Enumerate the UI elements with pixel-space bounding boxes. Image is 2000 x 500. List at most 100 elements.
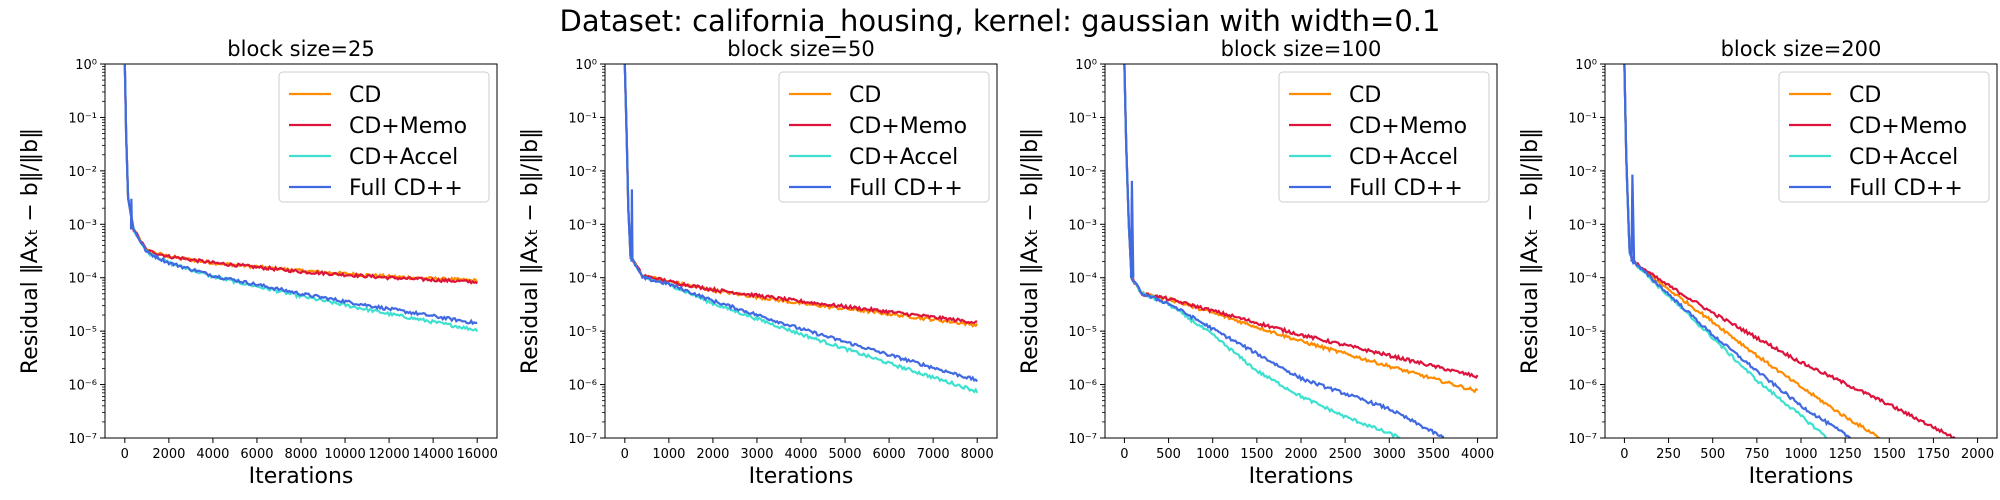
x-tick-label: 6000 [873,447,906,462]
legend-label: CD+Accel [1349,145,1458,170]
x-axis-label: Iterations [249,464,354,489]
y-tick-label: 10⁻⁶ [1068,379,1097,394]
x-tick-label: 4000 [1461,447,1494,462]
y-tick-label: 10⁻² [568,165,597,180]
x-tick-label: 14000 [412,447,453,462]
x-axis-label: Iterations [1249,464,1354,489]
series-spike [630,189,634,262]
y-tick-label: 10⁻¹ [568,111,597,126]
series-line-cd [1623,64,1881,438]
y-tick-label: 10⁻³ [1068,218,1097,233]
y-tick-label: 10⁻⁶ [568,379,597,394]
x-tick-label: 1500 [1873,447,1906,462]
y-tick-label: 10⁻⁴ [1068,272,1097,287]
series-spike [1630,174,1636,262]
legend [1778,71,1990,203]
panel-title: block size=25 [227,37,374,61]
legend-label: CD [1349,83,1381,108]
legend-label: CD+Memo [1349,114,1467,139]
x-tick-label: 0 [1120,447,1128,462]
legend [278,71,490,203]
x-tick-label: 12000 [368,447,409,462]
y-tick-label: 10⁻¹ [1068,111,1097,126]
x-tick-label: 0 [621,447,629,462]
x-tick-label: 500 [1156,447,1181,462]
y-axis-label: Residual ‖Axₜ − b‖/‖b‖ [18,128,43,374]
y-tick-label: 10⁰ [75,58,97,73]
chart-panel-block-25: block size=25 0 2000 4000 6000 8000 10000 12000… [18,37,498,489]
y-tick-label: 10⁻⁵ [1568,325,1597,340]
y-tick-label: 10⁻⁷ [1568,432,1597,447]
series-line-full-cd- [123,64,478,326]
x-tick-label: 1500 [1240,447,1273,462]
x-tick-label: 3500 [1417,447,1450,462]
x-tick-label: 2000 [1284,447,1317,462]
x-tick-label: 16000 [457,447,498,462]
x-tick-label: 500 [1700,447,1725,462]
legend-label: CD+Memo [1849,114,1967,139]
y-tick-label: 10⁻⁴ [568,272,597,287]
legend [1278,71,1490,203]
y-tick-label: 10⁻⁶ [68,379,97,394]
y-tick-label: 10⁻⁶ [1568,379,1597,394]
legend-label: Full CD++ [849,176,963,201]
x-tick-label: 7000 [917,447,950,462]
y-axis-label: Residual ‖Axₜ − b‖/‖b‖ [518,128,543,374]
x-tick-label: 5000 [828,447,861,462]
series-spike [129,198,133,230]
chart-panel-block-200: block size=200 0 250 500 750 1000 1250 1500 1750… [1518,37,1998,489]
x-tick-label: 3000 [1373,447,1406,462]
x-tick-label: 1750 [1917,447,1950,462]
series-line-full-cd- [1123,64,1445,438]
x-tick-label: 2000 [1961,447,1994,462]
plot-frame [1604,63,1998,439]
plot-frame [1104,63,1498,439]
y-tick-label: 10⁻² [68,165,97,180]
series-line-cd-memo [623,65,978,325]
y-tick-label: 10⁰ [1575,58,1597,73]
y-tick-label: 10⁻² [1068,165,1097,180]
series-line-cd-memo [1623,64,1956,438]
panel-title: block size=50 [727,37,874,61]
y-tick-label: 10⁻³ [68,218,97,233]
panel-title: block size=200 [1721,37,1882,61]
y-tick-label: 10⁻³ [568,218,597,233]
x-tick-label: 2000 [152,447,185,462]
figure-title: Dataset: california_housing, kernel: gau… [559,4,1441,38]
y-tick-label: 10⁻⁷ [568,432,597,447]
x-tick-label: 8000 [284,447,317,462]
series-line-cd-memo [123,64,478,285]
y-tick-label: 10⁻⁵ [1068,325,1097,340]
x-tick-label: 0 [1620,447,1628,462]
y-tick-label: 10⁻¹ [1568,111,1597,126]
y-tick-label: 10⁻¹ [68,111,97,126]
x-tick-label: 1000 [1196,447,1229,462]
x-tick-label: 3000 [740,447,773,462]
legend-label: CD+Memo [349,114,467,139]
legend-label: Full CD++ [1849,176,1963,201]
x-tick-label: 6000 [240,447,273,462]
y-tick-label: 10⁻⁴ [1568,272,1597,287]
y-axis-label: Residual ‖Axₜ − b‖/‖b‖ [1018,128,1043,374]
legend-label: Full CD++ [1349,176,1463,201]
panel-title: block size=100 [1221,37,1382,61]
x-tick-label: 1000 [652,447,685,462]
x-tick-label: 0 [121,447,129,462]
y-tick-label: 10⁻³ [1568,218,1597,233]
x-axis-label: Iterations [749,464,854,489]
y-tick-label: 10⁻⁷ [68,432,97,447]
legend-label: CD+Accel [349,145,458,170]
x-tick-label: 250 [1656,447,1681,462]
x-tick-label: 4000 [196,447,229,462]
x-tick-label: 2500 [1329,447,1362,462]
legend-label: CD [349,83,381,108]
legend-label: CD+Accel [849,145,958,170]
chart-panel-block-100: block size=100 0 500 1000 1500 2000 2500 3000 35… [1018,37,1498,489]
legend [778,71,990,203]
x-tick-label: 2000 [696,447,729,462]
y-axis-label: Residual ‖Axₜ − b‖/‖b‖ [1518,128,1543,374]
y-tick-label: 10⁻⁴ [68,272,97,287]
x-tick-label: 1250 [1829,447,1862,462]
plot-frame [104,63,498,439]
